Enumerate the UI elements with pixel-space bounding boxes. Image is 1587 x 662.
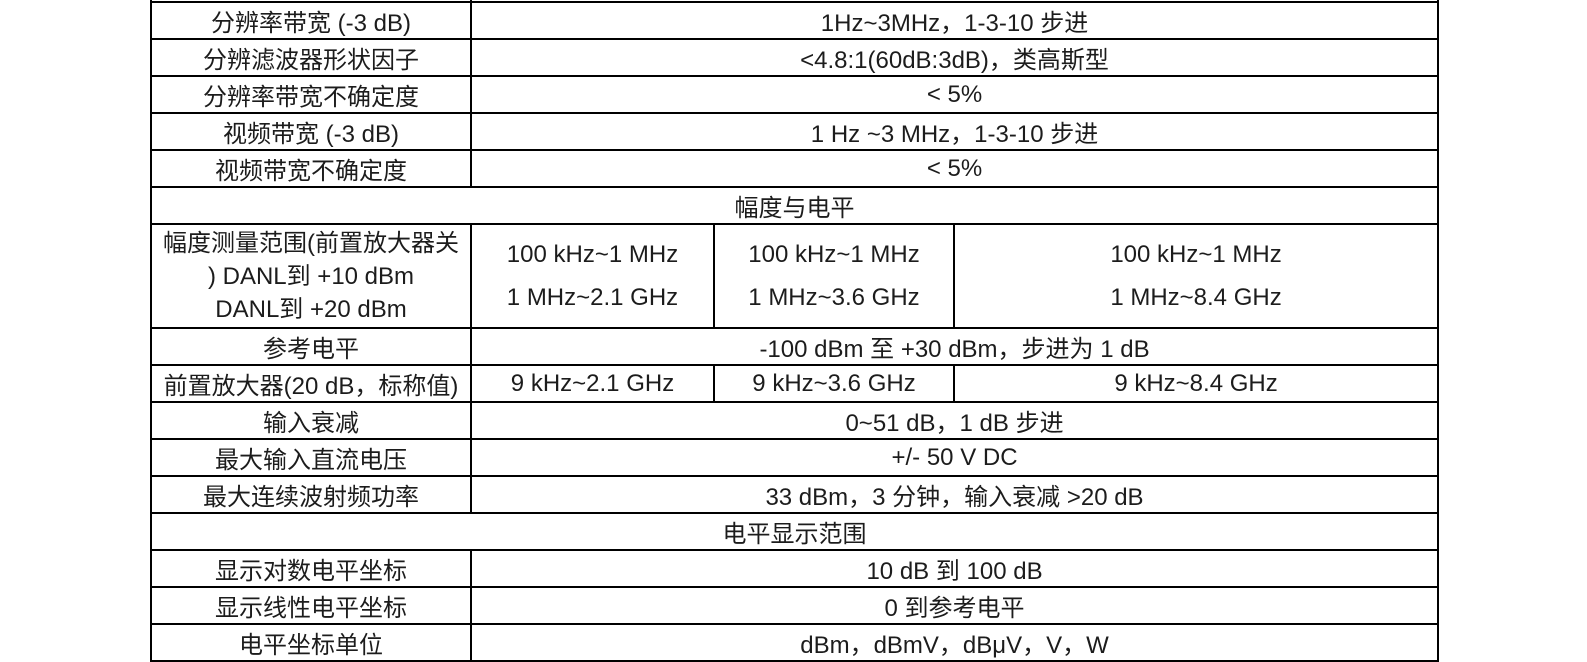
spec-range-line: 1 MHz~3.6 GHz [748, 284, 920, 311]
spec-label-line: DANL到 +20 dBm [215, 295, 407, 323]
spec-value-cell: < 5% [469, 149, 1440, 188]
table-row: 最大连续波射频功率 33 dBm，3 分钟，输入衰减 >20 dB [150, 475, 1440, 514]
spec-value-cell: <4.8:1(60dB:3dB)，类高斯型 [469, 38, 1440, 77]
spec-label-cell: 参考电平 [150, 327, 472, 366]
spec-label-cell: 显示线性电平坐标 [150, 586, 472, 625]
table-row: 显示对数电平坐标 10 dB 到 100 dB [150, 549, 1440, 588]
spec-value-cell: 0 到参考电平 [469, 586, 1440, 625]
table-row: 分辨率带宽 (-3 dB) 1Hz~3MHz，1-3-10 步进 [150, 1, 1440, 40]
spec-label-line: ) DANL到 +10 dBm [207, 262, 415, 290]
section-header-cell: 电平显示范围 [149, 512, 1440, 551]
spec-value-cell: dBm，dBmV，dBμV，V，W [469, 623, 1440, 662]
table-row: 视频带宽 (-3 dB) 1 Hz ~3 MHz，1-3-10 步进 [150, 112, 1440, 151]
spec-value-cell: -100 dBm 至 +30 dBm，步进为 1 dB [469, 327, 1440, 366]
table-row: 最大输入直流电压 +/- 50 V DC [150, 438, 1440, 477]
spec-value-cell: < 5% [469, 75, 1440, 114]
table-row: 视频带宽不确定度 < 5% [150, 149, 1440, 188]
spec-label-cell: 分辨滤波器形状因子 [150, 38, 472, 77]
spec-range-cell: 100 kHz~1 MHz 1 MHz~8.4 GHz [952, 223, 1440, 329]
spec-label-cell: 电平坐标单位 [150, 623, 472, 662]
table-row: 分辨滤波器形状因子 <4.8:1(60dB:3dB)，类高斯型 [150, 38, 1440, 77]
table-row: 输入衰减 0~51 dB，1 dB 步进 [150, 401, 1440, 440]
spec-label-cell: 分辨率带宽不确定度 [150, 75, 472, 114]
section-header-cell: 幅度与电平 [149, 186, 1440, 225]
table-row: 电平坐标单位 dBm，dBmV，dBμV，V，W [150, 623, 1440, 662]
spec-table-body: 分辨率带宽 (-3 dB) 1Hz~3MHz，1-3-10 步进 分辨滤波器形状因子… [149, 0, 1440, 662]
spec-value-cell: +/- 50 V DC [469, 438, 1440, 477]
spec-label-cell: 视频带宽不确定度 [150, 149, 472, 188]
table-row: 前置放大器(20 dB，标称值) 9 kHz~2.1 GHz 9 kHz~3.6 G… [150, 364, 1440, 403]
spec-label-cell: 输入衰减 [150, 401, 472, 440]
spec-value-cell: 1 Hz ~3 MHz，1-3-10 步进 [469, 112, 1440, 151]
spec-label-cell: 视频带宽 (-3 dB) [150, 112, 472, 151]
spec-label-cell: 最大连续波射频功率 [150, 475, 472, 514]
spec-table: 分辨率带宽 (-3 dB) 1Hz~3MHz，1-3-10 步进 分辨滤波器形状因子… [149, 0, 1440, 662]
table-row: 分辨率带宽不确定度 < 5% [150, 75, 1440, 114]
spec-label-cell: 分辨率带宽 (-3 dB) [150, 1, 472, 40]
spec-range-cell: 9 kHz~8.4 GHz [952, 364, 1440, 403]
spec-label-cell: 最大输入直流电压 [150, 438, 472, 477]
spec-range-line: 100 kHz~1 MHz [1110, 241, 1282, 268]
spec-value-cell: 33 dBm，3 分钟，输入衰减 >20 dB [469, 475, 1440, 514]
table-row: 参考电平 -100 dBm 至 +30 dBm，步进为 1 dB [150, 327, 1440, 366]
spec-range-line: 100 kHz~1 MHz [506, 241, 679, 268]
spec-range-line: 100 kHz~1 MHz [748, 241, 920, 268]
table-row: 幅度测量范围(前置放大器关 ) DANL到 +10 dBm DANL到 +20 dB… [150, 223, 1440, 329]
spec-value-cell: 10 dB 到 100 dB [469, 549, 1440, 588]
spec-label-cell: 显示对数电平坐标 [150, 549, 472, 588]
spec-range-line: 1 MHz~8.4 GHz [1110, 284, 1282, 311]
spec-value-cell: 0~51 dB，1 dB 步进 [469, 401, 1440, 440]
spec-label-cell: 幅度测量范围(前置放大器关 ) DANL到 +10 dBm DANL到 +20 dB… [150, 223, 472, 329]
spec-range-cell: 9 kHz~3.6 GHz [713, 364, 955, 403]
spec-range-cell: 9 kHz~2.1 GHz [470, 364, 715, 403]
spec-label-cell: 前置放大器(20 dB，标称值) [150, 364, 472, 403]
table-row: 显示线性电平坐标 0 到参考电平 [150, 586, 1440, 625]
spec-range-cell: 100 kHz~1 MHz 1 MHz~3.6 GHz [713, 223, 955, 329]
section-row: 电平显示范围 [149, 512, 1440, 551]
spec-label-line: 幅度测量范围(前置放大器关 [163, 229, 459, 257]
spec-range-line: 1 MHz~2.1 GHz [506, 284, 679, 311]
spec-range-cell: 100 kHz~1 MHz 1 MHz~2.1 GHz [470, 223, 715, 329]
section-row: 幅度与电平 [149, 186, 1440, 225]
spec-value-cell: 1Hz~3MHz，1-3-10 步进 [469, 1, 1440, 40]
